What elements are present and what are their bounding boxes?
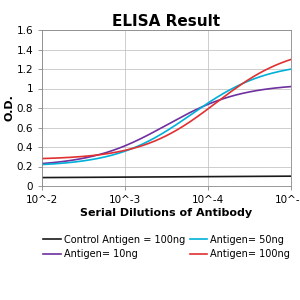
Antigen= 100ng: [175, 128, 178, 132]
Antigen= 100ng: [160, 136, 164, 140]
Antigen= 100ng: [188, 120, 192, 123]
Line: Antigen= 10ng: Antigen= 10ng: [42, 87, 291, 164]
X-axis label: Serial Dilutions of Antibody: Serial Dilutions of Antibody: [80, 208, 253, 218]
Antigen= 50ng: [289, 67, 293, 71]
Control Antigen = 100ng: [158, 175, 162, 179]
Antigen= 100ng: [289, 58, 293, 61]
Line: Antigen= 100ng: Antigen= 100ng: [42, 59, 291, 159]
Antigen= 50ng: [40, 163, 44, 166]
Legend: Control Antigen = 100ng, Antigen= 10ng, Antigen= 50ng, Antigen= 100ng: Control Antigen = 100ng, Antigen= 10ng, …: [43, 235, 290, 260]
Control Antigen = 100ng: [244, 175, 248, 178]
Control Antigen = 100ng: [188, 175, 192, 178]
Antigen= 10ng: [40, 162, 44, 165]
Antigen= 10ng: [160, 126, 164, 130]
Antigen= 100ng: [158, 137, 162, 140]
Antigen= 50ng: [283, 68, 287, 72]
Antigen= 10ng: [289, 85, 293, 88]
Control Antigen = 100ng: [40, 176, 44, 179]
Antigen= 50ng: [244, 80, 248, 84]
Antigen= 100ng: [283, 60, 287, 63]
Line: Control Antigen = 100ng: Control Antigen = 100ng: [42, 176, 291, 178]
Antigen= 100ng: [40, 157, 44, 160]
Control Antigen = 100ng: [289, 174, 293, 178]
Antigen= 10ng: [188, 111, 192, 114]
Control Antigen = 100ng: [160, 175, 164, 179]
Control Antigen = 100ng: [175, 175, 178, 178]
Antigen= 50ng: [175, 123, 178, 126]
Control Antigen = 100ng: [283, 174, 287, 178]
Antigen= 10ng: [175, 118, 178, 121]
Antigen= 10ng: [244, 91, 248, 94]
Y-axis label: O.D.: O.D.: [5, 94, 15, 122]
Antigen= 100ng: [244, 80, 248, 83]
Antigen= 50ng: [158, 133, 162, 136]
Antigen= 10ng: [158, 127, 162, 130]
Antigen= 50ng: [160, 132, 164, 136]
Line: Antigen= 50ng: Antigen= 50ng: [42, 69, 291, 164]
Antigen= 10ng: [283, 85, 287, 89]
Title: ELISA Result: ELISA Result: [112, 14, 220, 29]
Antigen= 50ng: [188, 113, 192, 117]
